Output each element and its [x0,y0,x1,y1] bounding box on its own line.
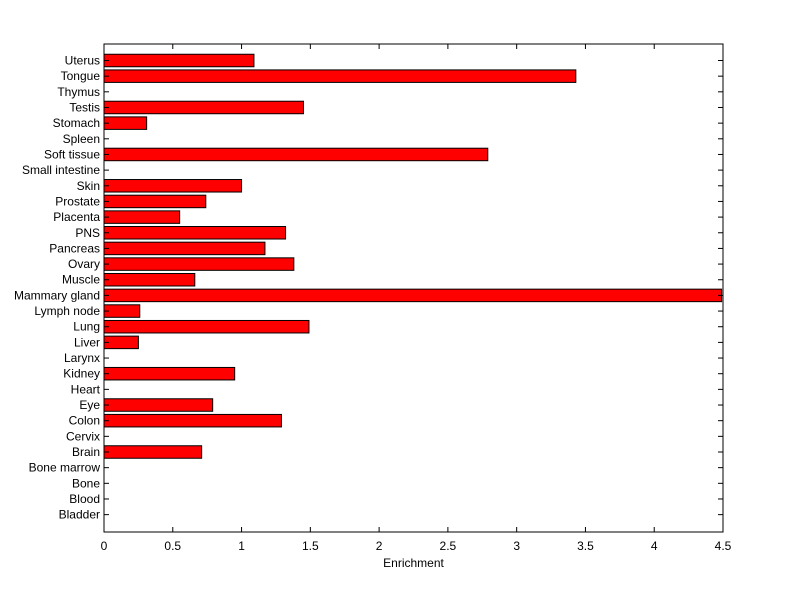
category-label: Liver [74,335,100,349]
x-tick-label: 2.5 [440,539,457,553]
x-tick-label: 0 [101,539,108,553]
bar-brain [103,445,203,459]
bar-skin [103,179,243,193]
x-tick-label: 1.5 [302,539,319,553]
category-label: Muscle [62,273,100,287]
category-label: Thymus [57,85,100,99]
x-tick-label: 4.5 [715,539,732,553]
category-label: PNS [75,226,100,240]
bar-lung [103,319,310,334]
bar-eye [103,398,214,412]
category-label: Bone marrow [29,461,101,475]
category-label: Tongue [61,69,101,83]
bar-kidney [103,366,236,381]
category-label: Eye [79,398,100,412]
bar-liver [103,335,139,350]
category-label: Placenta [53,210,100,224]
bar-ovary [103,257,295,271]
bar-stomach [103,116,148,130]
ticks-group [103,44,724,532]
category-label: Larynx [64,351,100,365]
category-label: Kidney [63,367,100,381]
bar-pns [103,226,287,240]
category-label: Prostate [55,194,100,208]
x-tick-label: 3.5 [577,539,594,553]
category-label: Blood [69,492,100,506]
category-label: Bone [72,476,100,490]
category-label: Brain [72,445,100,459]
x-tick-label: 1 [238,539,245,553]
category-label: Lymph node [34,304,100,318]
category-label: Pancreas [49,241,100,255]
x-tick-label: 4 [651,539,658,553]
bar-mammary-gland [103,288,723,303]
category-label: Mammary gland [14,288,100,302]
bar-prostate [103,194,207,209]
category-label: Colon [69,414,100,428]
bar-testis [103,100,304,115]
category-label: Testis [69,100,100,114]
x-tick-label: 2 [376,539,383,553]
category-label: Bladder [59,508,100,522]
category-label: Cervix [66,429,100,443]
x-axis-label: Enrichment [383,556,444,570]
category-label: Lung [73,320,100,334]
x-tick-label: 0.5 [164,539,181,553]
bar-muscle [103,272,196,287]
bar-placenta [103,210,181,224]
bar-colon [103,413,282,428]
category-label: Small intestine [22,163,100,177]
bars-group [103,53,723,459]
category-label: Ovary [68,257,100,271]
x-tick-label: 3 [513,539,520,553]
bar-uterus [103,53,255,68]
category-label: Heart [71,382,101,396]
bar-pancreas [103,241,266,256]
category-label: Skin [77,179,100,193]
category-label: Soft tissue [44,147,100,161]
category-label: Stomach [53,116,100,130]
category-label: Uterus [65,54,100,68]
bar-tongue [103,69,577,83]
bar-soft-tissue [103,147,489,162]
plot-frame [103,43,724,533]
bar-lymph-node [103,304,141,318]
category-label: Spleen [63,132,100,146]
x-tick-labels-group: 0 0.5 1 1.5 2 2.5 3 3.5 4 4.5 [101,539,732,553]
